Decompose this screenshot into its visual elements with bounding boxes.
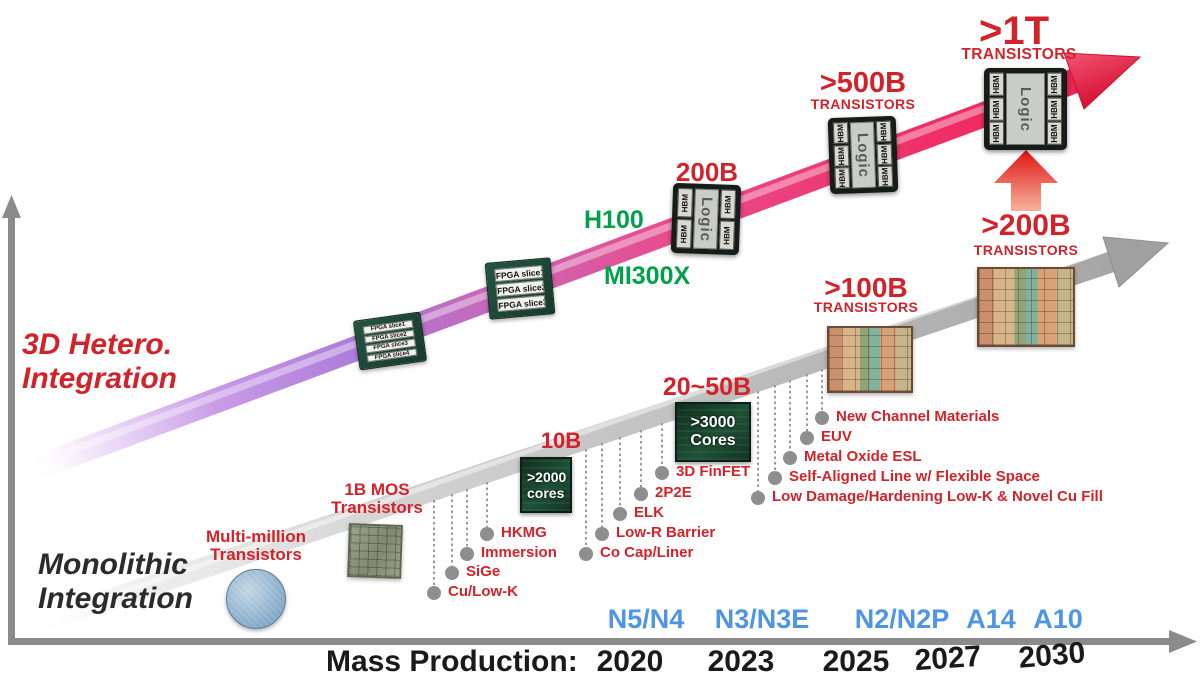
fpga-slice-label: FPGA slice3 <box>496 294 546 313</box>
gpu-label-h100: H100 <box>584 206 644 234</box>
hbm-cell: HBM <box>832 122 849 144</box>
hbm-cell: HBM <box>677 188 694 218</box>
tech-label-2p2e: 2P2E <box>655 484 692 501</box>
hbm-cell: HBM <box>1047 73 1062 96</box>
hbm-cell: HBM <box>875 121 892 143</box>
1b-mos-die-chip <box>347 523 403 579</box>
logic-label: Logic <box>853 132 873 178</box>
hbm-stack-left: HBM HBM <box>675 188 694 249</box>
logic-label: Logic <box>696 196 716 242</box>
node-label-n2-n2p: N2/N2P <box>854 604 950 634</box>
year-2027: 2027 <box>913 639 983 678</box>
milestone-label-200b-mono: >200B <box>981 209 1071 242</box>
milestone-label-20-50b: 20~50B <box>662 373 752 401</box>
timeline-prefix: Mass Production: <box>326 645 578 678</box>
node-label-a10: A10 <box>1033 604 1083 634</box>
hbm-cell: HBM <box>989 122 1004 146</box>
tech-dots <box>427 411 829 600</box>
hbm-cell: HBM <box>877 166 894 188</box>
hbm-cell: HBM <box>720 189 737 220</box>
milestone-sub-500b: TRANSISTORS <box>810 96 916 112</box>
tech-label-low-r-barrier: Low-R Barrier <box>616 524 716 541</box>
logic-label: Logic <box>1017 86 1034 132</box>
logic-die: Logic <box>849 121 877 189</box>
node-label-n3-n3e: N3/N3E <box>714 604 810 634</box>
tech-label-euv: EUV <box>821 428 852 445</box>
hbm-stack-left: HBM HBM HBM <box>989 73 1004 146</box>
year-2030: 2030 <box>1017 636 1087 675</box>
x-axis-arrowhead-icon <box>1169 630 1197 653</box>
tech-leader-lines <box>433 369 823 586</box>
logic-die: Logic <box>692 188 720 250</box>
10b-cores-chip: >2000 cores <box>520 457 572 513</box>
tech-label-3d-finfet: 3D FinFET <box>676 463 751 480</box>
hbm-cell: HBM <box>1047 122 1062 146</box>
milestone-label-multi-million: Multi-million Transistors <box>205 527 307 565</box>
milestone-sub-200b-mono: TRANSISTORS <box>973 242 1079 258</box>
milestone-label-1t: >1T <box>978 9 1050 53</box>
tech-label-self-aligned-line: Self-Aligned Line w/ Flexible Space <box>789 468 1040 485</box>
hbm-cell: HBM <box>675 218 692 249</box>
hetero-track-title: 3D Hetero. Integration <box>22 328 177 395</box>
hetero-arrow-highlight <box>63 78 1057 457</box>
hbm-stack-right: HBM HBM HBM <box>875 121 894 188</box>
red-up-arrow-icon <box>994 150 1058 211</box>
hbm-cell: HBM <box>989 97 1004 121</box>
500b-hbm-logic-chip: HBM HBM HBM Logic HBM HBM HBM <box>827 115 899 195</box>
year-2025: 2025 <box>822 645 890 678</box>
milestone-label-100b: >100B <box>824 272 908 303</box>
hetero-arrowhead-icon <box>1063 52 1142 110</box>
monolithic-arrow-shaft <box>21 252 1115 638</box>
tech-label-co-cap-liner: Co Cap/Liner <box>600 544 694 561</box>
year-2020: 2020 <box>596 645 664 678</box>
tech-label-immersion: Immersion <box>481 544 557 561</box>
hbm-cell: HBM <box>876 143 893 165</box>
milestone-label-1b-mos: 1B MOS Transistors <box>331 480 423 518</box>
monolithic-arrowhead-icon <box>1102 236 1170 288</box>
20-50b-cores-text: >3000 Cores <box>690 413 736 449</box>
hbm-stack-right: HBM HBM HBM <box>1047 73 1062 146</box>
tech-label-new-channel-materials: New Channel Materials <box>836 408 1000 425</box>
monolithic-arrow-highlight <box>59 253 1091 617</box>
milestone-label-200b-hetero: 200B <box>675 157 739 187</box>
milestone-sub-100b: TRANSISTORS <box>813 299 919 315</box>
node-label-n5-n4: N5/N4 <box>607 604 685 634</box>
multi-million-wafer-chip <box>226 569 286 629</box>
tech-label-low-damage: Low Damage/Hardening Low-K & Novel Cu Fi… <box>772 488 1103 505</box>
tech-label-cu-low-k: Cu/Low-K <box>448 583 518 600</box>
fpga-3slice-chip: FPGA slice1 FPGA slice2 FPGA slice3 <box>484 257 556 320</box>
10b-cores-text: >2000 cores <box>527 468 567 501</box>
20-50b-cores-chip: >3000 Cores <box>675 402 751 462</box>
tech-label-metal-oxide-esl: Metal Oxide ESL <box>804 448 922 465</box>
node-label-a14: A14 <box>966 604 1016 634</box>
monolithic-track-title: Monolithic Integration <box>38 548 193 615</box>
milestone-label-500b: >500B <box>819 67 907 99</box>
tech-label-sige: SiGe <box>466 563 501 580</box>
hbm-cell: HBM <box>989 73 1004 96</box>
gpu-label-mi300x: MI300X <box>604 262 691 290</box>
tech-label-hkmg: HKMG <box>501 524 547 541</box>
100b-die-chip <box>827 326 913 393</box>
hbm-stack-left: HBM HBM HBM <box>832 122 851 190</box>
hbm-cell: HBM <box>718 220 735 250</box>
milestone-sub-1t: TRANSISTORS <box>961 46 1077 63</box>
1t-hbm-logic-chip: HBM HBM HBM Logic HBM HBM HBM <box>984 68 1067 150</box>
tech-label-elk: ELK <box>634 504 664 521</box>
200b-hbm-logic-chip: HBM HBM Logic HBM HBM <box>670 182 742 256</box>
year-2023: 2023 <box>707 645 775 678</box>
hbm-cell: HBM <box>834 167 851 190</box>
hbm-cell: HBM <box>833 145 850 167</box>
fpga-4slice-chip: FPGA slice1 FPGA slice2 FPGA slice3 FPGA… <box>352 311 428 371</box>
hbm-stack-right: HBM HBM <box>718 189 737 250</box>
logic-die: Logic <box>1006 73 1045 145</box>
milestone-label-10b: 10B <box>540 428 582 453</box>
200b-die-chip <box>977 267 1075 347</box>
hbm-cell: HBM <box>1047 97 1062 121</box>
y-axis-arrowhead-icon <box>2 195 21 218</box>
